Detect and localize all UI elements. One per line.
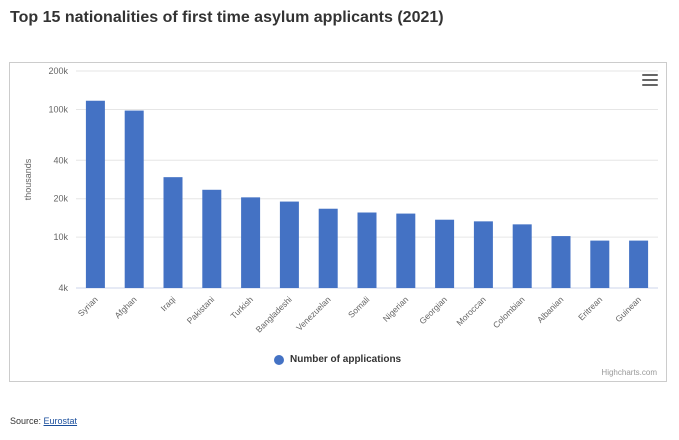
x-tick-label: Georgian: [417, 294, 449, 326]
source-line: Source: Eurostat: [10, 416, 77, 426]
bar[interactable]: [629, 240, 649, 288]
x-tick-label: Nigerian: [381, 294, 411, 324]
bar[interactable]: [473, 221, 493, 288]
bar[interactable]: [512, 224, 532, 288]
x-tick-label: Albanian: [535, 294, 566, 325]
legend-marker: [274, 354, 284, 365]
bar[interactable]: [590, 240, 610, 288]
x-tick-label: Syrian: [76, 294, 100, 318]
x-tick-label: Colombian: [491, 294, 527, 330]
y-axis-title: thousands: [23, 158, 33, 200]
y-tick-label: 4k: [58, 283, 68, 293]
bar[interactable]: [435, 219, 455, 288]
bar[interactable]: [396, 213, 416, 288]
bar[interactable]: [202, 189, 222, 288]
x-tick-label: Eritrean: [576, 294, 604, 322]
x-tick-label: Iraqi: [159, 294, 178, 313]
chart-menu-icon[interactable]: [642, 74, 658, 88]
x-tick-label: Somali: [346, 294, 372, 320]
legend-item[interactable]: Number of applications: [274, 354, 401, 365]
x-tick-label: Bangladeshi: [254, 294, 294, 334]
x-tick-label: Moroccan: [454, 294, 488, 328]
legend-label: Number of applications: [290, 354, 402, 365]
x-tick-label: Turkish: [228, 294, 255, 321]
x-tick-label: Venezuelan: [294, 294, 333, 333]
bar[interactable]: [318, 208, 338, 288]
y-tick-label: 20k: [53, 194, 68, 204]
y-tick-label: 40k: [53, 155, 68, 165]
highcharts-credits[interactable]: Highcharts.com: [601, 368, 657, 377]
y-tick-label: 100k: [48, 104, 68, 114]
x-tick-label: Afghan: [112, 294, 138, 320]
y-tick-label: 10k: [53, 232, 68, 242]
page-title: Top 15 nationalities of first time asylu…: [10, 9, 444, 26]
source-label: Source:: [10, 416, 44, 426]
bar[interactable]: [85, 100, 105, 288]
x-tick-label: Pakistani: [185, 294, 217, 326]
bar[interactable]: [241, 197, 261, 288]
bar[interactable]: [551, 236, 571, 288]
bar[interactable]: [279, 201, 299, 288]
bar[interactable]: [124, 110, 144, 288]
bar[interactable]: [357, 212, 377, 288]
source-link[interactable]: Eurostat: [43, 416, 78, 426]
chart-container: 4k 10k 20k 40k 100k 200k thousands Syrian Afghan…: [9, 62, 667, 382]
y-tick-label: 200k: [48, 66, 68, 76]
bar[interactable]: [163, 177, 183, 288]
x-tick-label: Guinean: [613, 294, 643, 324]
bar-chart: 4k 10k 20k 40k 100k 200k thousands Syrian Afghan…: [23, 66, 658, 335]
